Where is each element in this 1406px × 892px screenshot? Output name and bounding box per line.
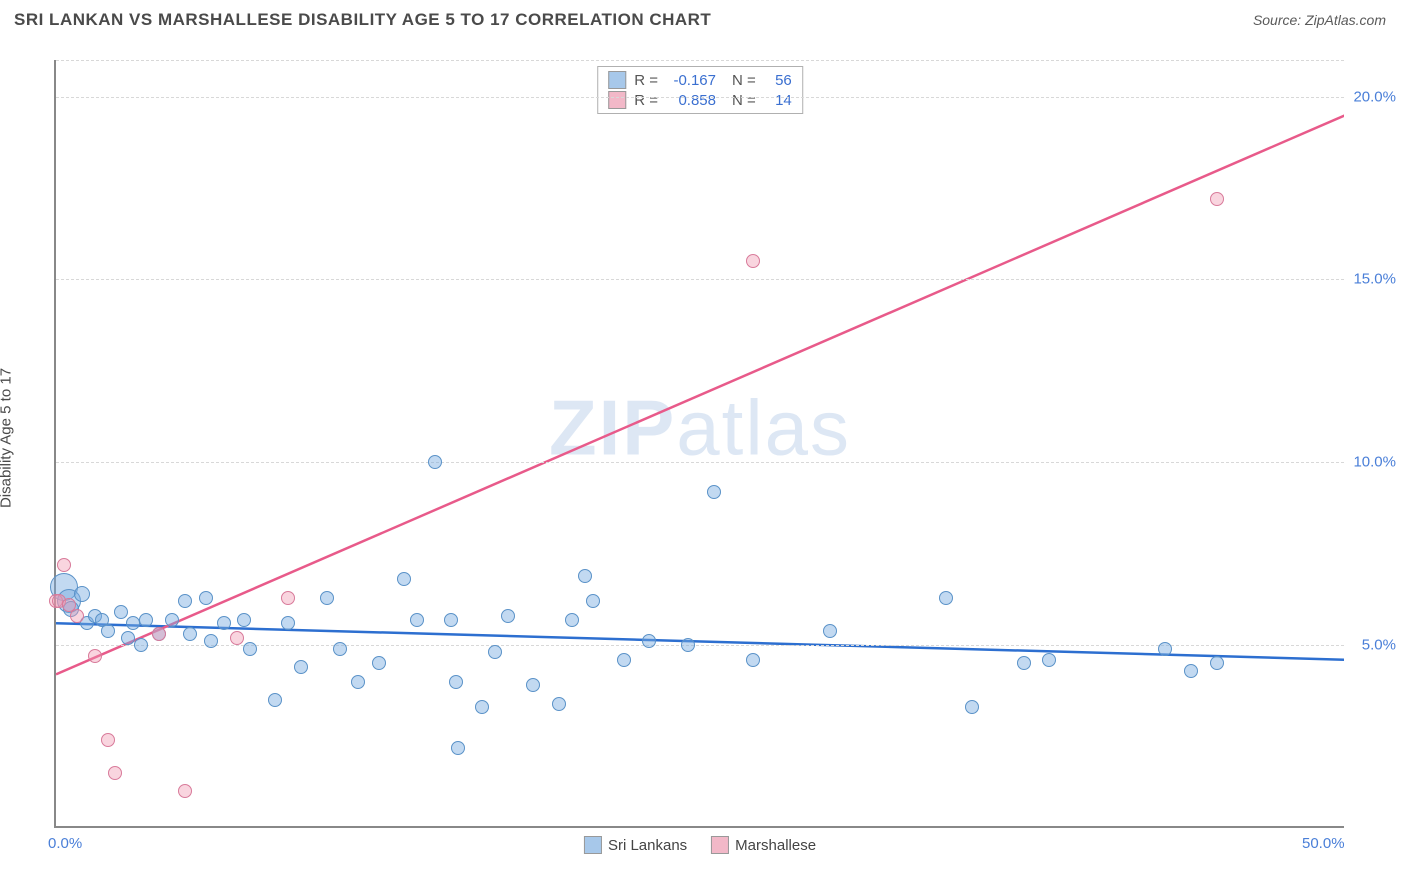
source-attribution: Source: ZipAtlas.com [1253,12,1386,28]
data-point [108,766,122,780]
data-point [126,616,140,630]
data-point [501,609,515,623]
data-point [121,631,135,645]
data-point [372,656,386,670]
data-point [139,613,153,627]
data-point [617,653,631,667]
data-point [199,591,213,605]
data-point [1158,642,1172,656]
y-tick-label: 20.0% [1353,88,1396,105]
gridline [56,97,1344,98]
data-point [681,638,695,652]
data-point [178,594,192,608]
legend-item: Marshallese [711,836,816,854]
scatter-chart: Disability Age 5 to 17 ZIPatlas R = -0.1… [14,48,1392,828]
data-point [526,678,540,692]
data-point [101,624,115,638]
data-point [449,675,463,689]
data-point [1017,656,1031,670]
data-point [444,613,458,627]
data-point [565,613,579,627]
data-point [823,624,837,638]
data-point [281,616,295,630]
y-tick-label: 15.0% [1353,271,1396,288]
data-point [183,627,197,641]
data-point [294,660,308,674]
data-point [746,254,760,268]
data-point [746,653,760,667]
x-tick-label: 0.0% [48,835,82,852]
data-point [410,613,424,627]
data-point [74,586,90,602]
data-point [88,649,102,663]
y-tick-label: 10.0% [1353,454,1396,471]
data-point [333,642,347,656]
data-point [237,613,251,627]
y-tick-label: 5.0% [1362,637,1396,654]
stats-row: R = 0.858 N = 14 [608,90,792,110]
data-point [965,700,979,714]
plot-area: ZIPatlas R = -0.167 N = 56 R = 0.858 N =… [54,60,1344,828]
gridline [56,462,1344,463]
data-point [428,455,442,469]
data-point [320,591,334,605]
data-point [204,634,218,648]
data-point [243,642,257,656]
data-point [488,645,502,659]
data-point [1042,653,1056,667]
trend-lines [56,60,1344,826]
data-point [1210,656,1224,670]
x-tick-label: 50.0% [1302,835,1345,852]
data-point [268,693,282,707]
gridline [56,60,1344,61]
data-point [217,616,231,630]
data-point [152,627,166,641]
data-point [642,634,656,648]
data-point [70,609,84,623]
data-point [101,733,115,747]
data-point [281,591,295,605]
data-point [578,569,592,583]
gridline [56,279,1344,280]
data-point [475,700,489,714]
data-point [165,613,179,627]
data-point [178,784,192,798]
watermark: ZIPatlas [549,382,851,473]
data-point [451,741,465,755]
data-point [939,591,953,605]
legend: Sri Lankans Marshallese [584,836,816,854]
data-point [1210,192,1224,206]
data-point [552,697,566,711]
data-point [230,631,244,645]
stats-legend: R = -0.167 N = 56 R = 0.858 N = 14 [597,66,803,114]
data-point [351,675,365,689]
y-axis-label: Disability Age 5 to 17 [0,368,15,508]
data-point [397,572,411,586]
data-point [707,485,721,499]
data-point [114,605,128,619]
legend-item: Sri Lankans [584,836,687,854]
chart-title: SRI LANKAN VS MARSHALLESE DISABILITY AGE… [14,10,711,30]
data-point [134,638,148,652]
data-point [1184,664,1198,678]
data-point [586,594,600,608]
stats-row: R = -0.167 N = 56 [608,70,792,90]
data-point [57,558,71,572]
